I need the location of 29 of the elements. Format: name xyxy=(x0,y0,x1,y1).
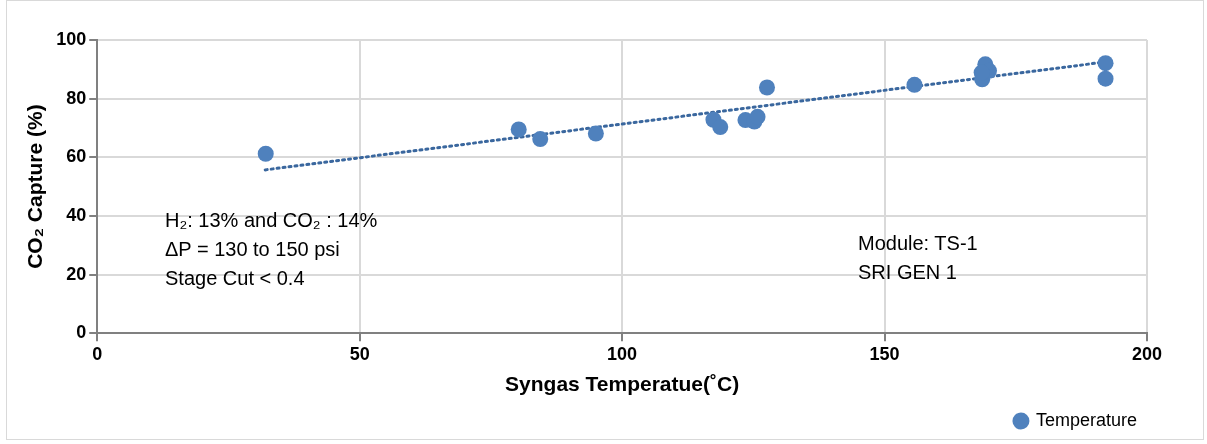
y-tick-label: 80 xyxy=(66,87,87,108)
point xyxy=(1097,55,1114,72)
y-tick-label: 60 xyxy=(66,146,87,167)
x-axis-title: Syngas Temperatue(˚C) xyxy=(505,372,740,396)
annotation: H₂: 13% and CO₂ : 14% xyxy=(165,208,378,233)
y-tick-label: 40 xyxy=(66,204,87,225)
point xyxy=(510,121,527,138)
x-tick-label: 200 xyxy=(1131,343,1163,364)
point xyxy=(712,119,729,136)
x-tick-label: 50 xyxy=(349,343,370,364)
annotation: SRI GEN 1 xyxy=(858,260,957,285)
point xyxy=(906,76,923,93)
y-tick-label: 20 xyxy=(66,263,87,284)
annotation: Module: TS-1 xyxy=(858,231,978,256)
point xyxy=(587,125,604,142)
y-tick-label: 100 xyxy=(56,28,87,49)
legend-label: Temperature xyxy=(1035,409,1138,430)
y-tick-label: 0 xyxy=(76,322,87,343)
point xyxy=(532,131,549,148)
point xyxy=(758,79,775,96)
annotation: Stage Cut < 0.4 xyxy=(165,266,305,291)
x-tick-label: 100 xyxy=(607,343,638,364)
x-tick-label: 0 xyxy=(92,343,103,364)
point xyxy=(749,108,766,125)
y-axis-title: CO₂ Capture (%) xyxy=(23,104,47,269)
point xyxy=(1097,70,1114,87)
x-tick-label: 150 xyxy=(869,343,900,364)
point xyxy=(257,145,274,162)
annotation: ΔP = 130 to 150 psi xyxy=(165,237,340,262)
